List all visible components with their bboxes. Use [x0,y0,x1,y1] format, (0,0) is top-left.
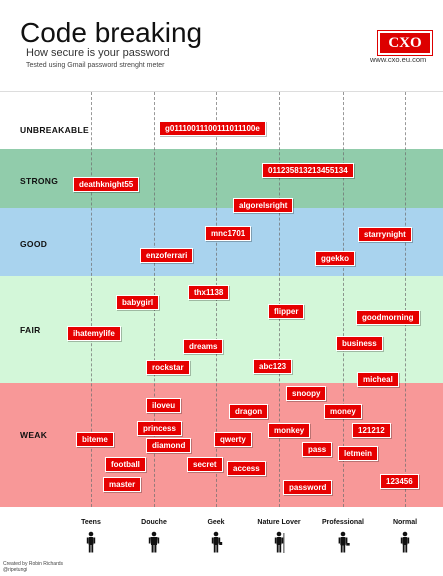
column-line-professional [343,92,344,507]
password-tag: diamond [146,438,192,453]
band-good [0,208,443,276]
credit: Created by Robin Richards @ripetungi [3,561,63,573]
professional-figure-icon [338,531,350,553]
password-tag: goodmorning [356,310,420,325]
column-line-nature-lover [279,92,280,507]
page-subtitle: How secure is your password [26,47,170,59]
password-tag: flipper [268,304,305,319]
password-tag: micheal [357,372,399,387]
category-label-nature-lover: Nature Lover [257,519,301,526]
column-line-normal [405,92,406,507]
category-label-professional: Professional [321,519,365,526]
password-tag: abc123 [253,359,293,374]
category-label-teens: Teens [81,519,101,526]
password-tag: dragon [229,404,269,419]
teen-figure-icon [86,531,96,553]
credit-author: Created by Robin Richards [3,561,64,567]
band-label-unbreakable: UNBREAKABLE [20,125,89,135]
password-tag: snoopy [286,386,327,401]
password-tag: monkey [268,423,311,438]
password-tag: business [336,336,383,351]
password-tag: iloveu [146,398,182,413]
password-tag: pass [302,442,333,457]
band-label-fair: FAIR [20,325,41,335]
password-tag: princess [137,421,182,436]
band-unbreakable [0,92,443,149]
password-tag: rockstar [146,360,190,375]
password-tag: ihatemylife [67,326,121,341]
nature-lover-figure-icon [274,531,285,553]
top-divider [0,91,443,92]
password-tag: money [324,404,362,419]
category-label-douche: Douche [141,519,167,526]
column-line-teens [91,92,92,507]
category-label-normal: Normal [392,519,418,526]
password-tag: starrynight [358,227,412,242]
page-title: Code breaking [20,17,203,48]
password-tag: dreams [183,339,224,354]
credit-handle: @ripetungi [3,567,28,573]
password-tag: letmein [338,446,379,461]
cxo-logo: CXO [378,31,432,55]
password-tag: 121212 [352,423,391,438]
band-strong [0,149,443,208]
password-tag: mnc1701 [205,226,252,241]
band-label-strong: STRONG [20,176,59,186]
geek-figure-icon [211,531,223,553]
band-label-weak: WEAK [20,430,48,440]
password-tag: secret [187,457,223,472]
password-tag: g01110011100111011100e [159,121,266,136]
password-tag: biteme [76,432,114,447]
password-tag: ggekko [315,251,356,266]
password-tag: football [105,457,146,472]
password-tag: qwerty [214,432,252,447]
password-tag: deathknight55 [73,177,140,192]
band-label-good: GOOD [20,239,48,249]
douche-figure-icon [148,531,160,553]
normal-figure-icon [400,531,410,553]
site-url: www.cxo.eu.com [370,55,427,64]
category-label-geek: Geek [207,519,225,526]
password-tag: 011235813213455134 [262,163,354,178]
password-tag: enzoferrari [140,248,194,263]
password-tag: password [283,480,333,495]
password-tag: algorelsright [233,198,294,213]
password-tag: babygirl [116,295,160,310]
test-note: Tested using Gmail password strenght met… [26,62,165,69]
password-tag: access [227,461,266,476]
password-tag: thx1138 [188,285,230,300]
password-tag: master [103,477,142,492]
password-tag: 123456 [380,474,419,489]
